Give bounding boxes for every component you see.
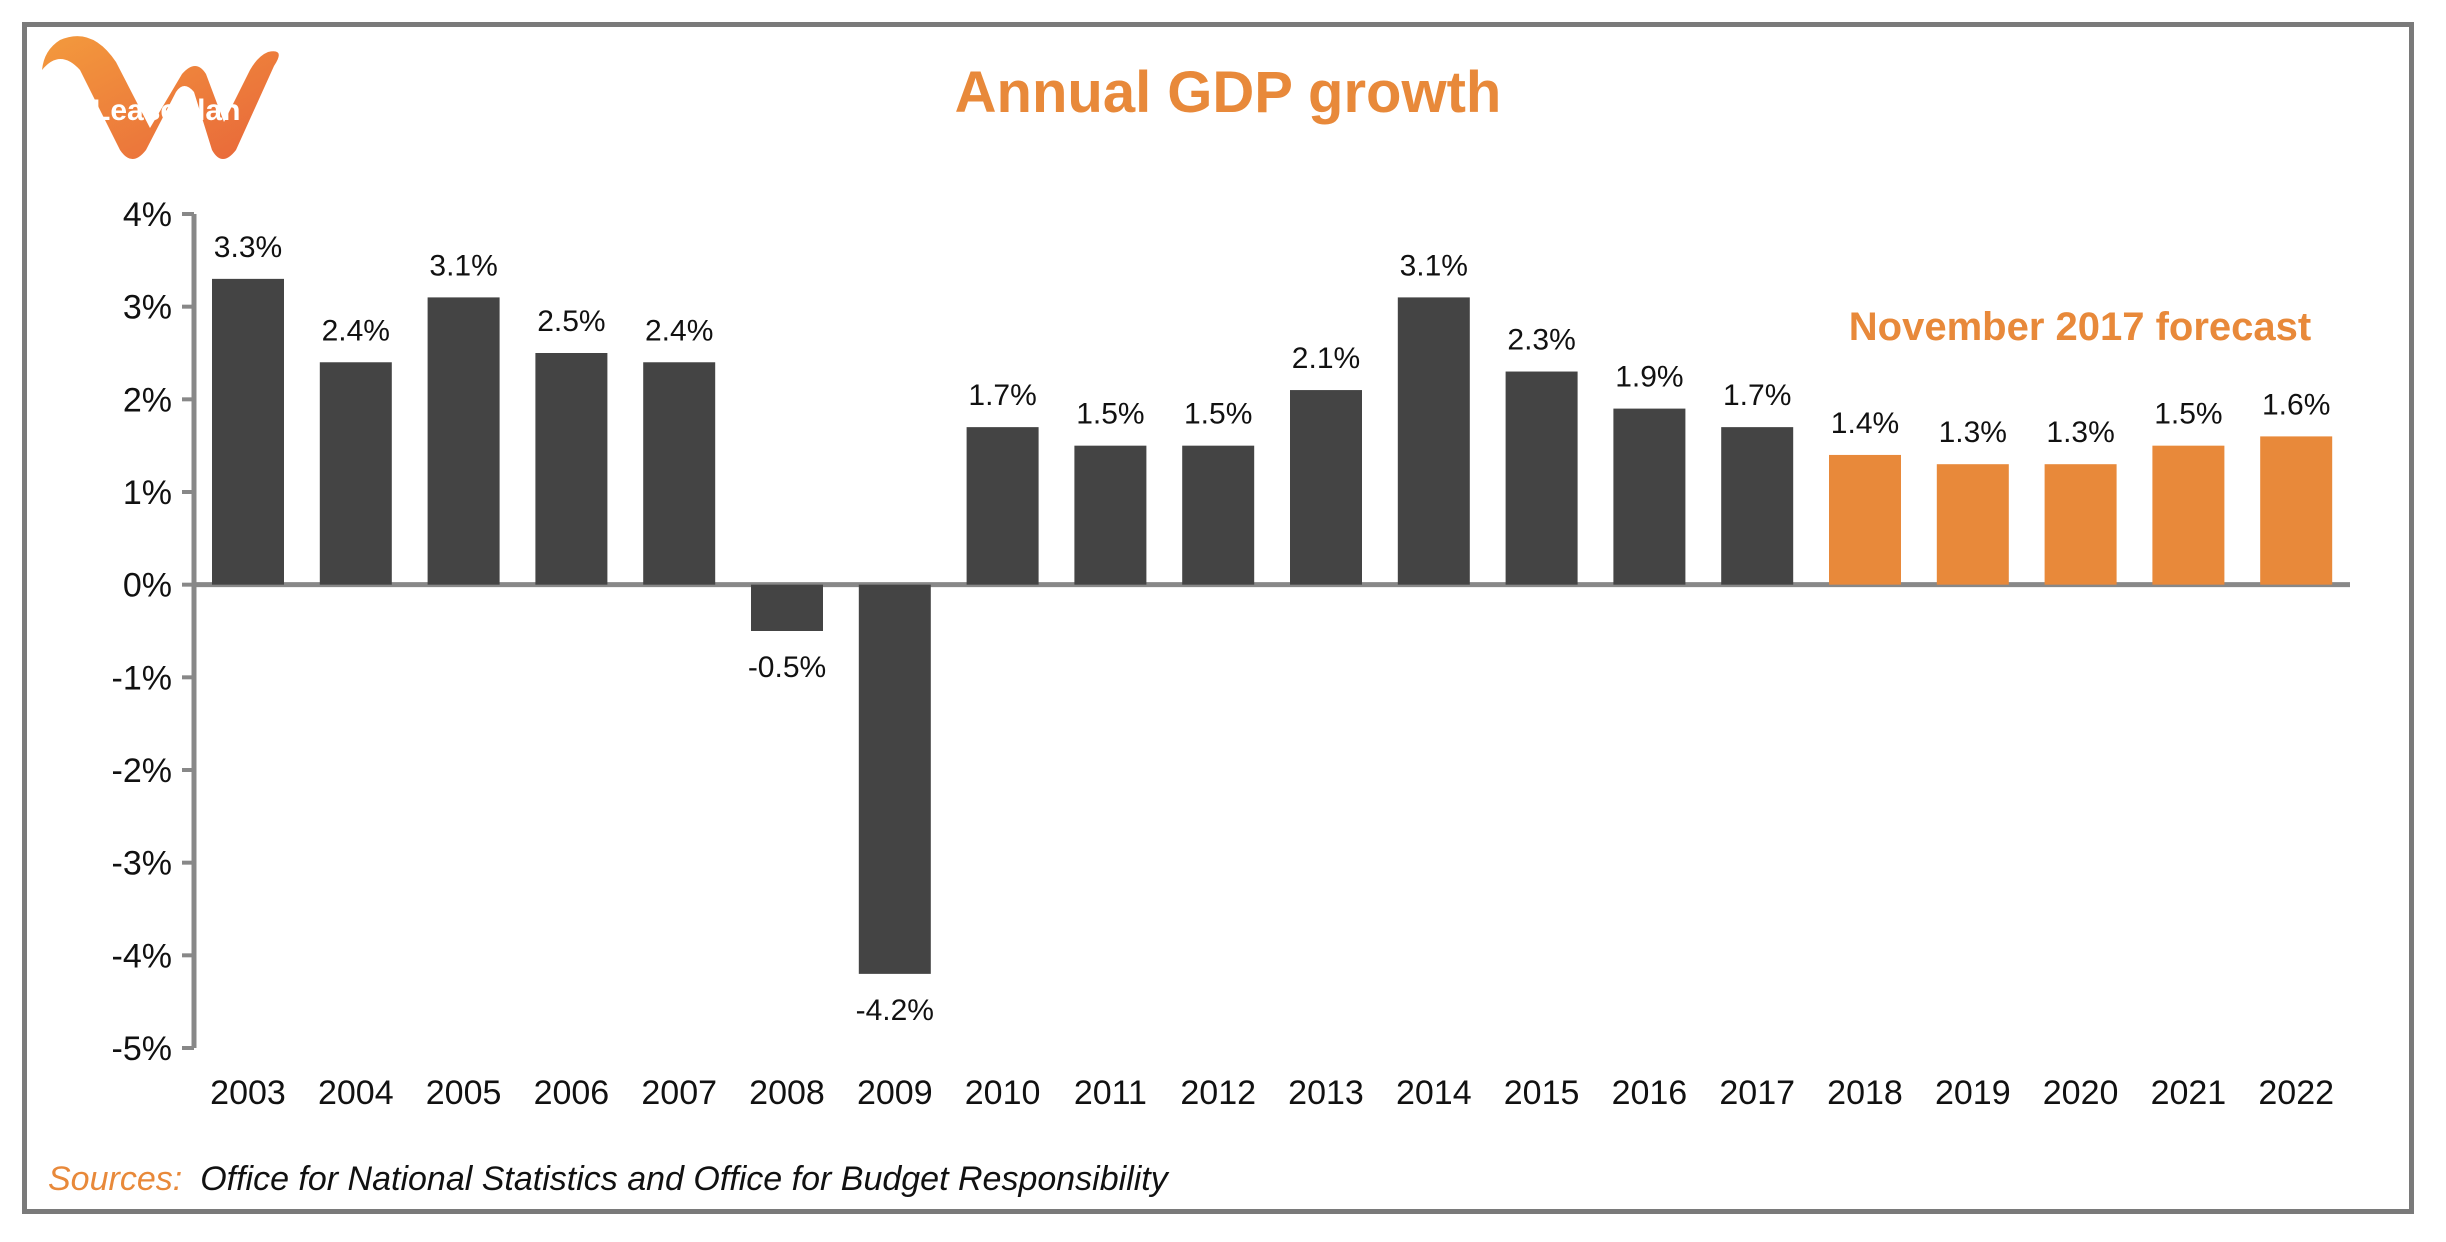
x-tick-label-2017: 2017: [1719, 1074, 1795, 1112]
value-label-2005: 3.1%: [429, 249, 497, 282]
logo-mark: [42, 36, 279, 159]
x-tick-label-2008: 2008: [749, 1074, 825, 1112]
value-label-2013: 2.1%: [1292, 342, 1360, 375]
value-label-2012: 1.5%: [1184, 398, 1252, 431]
bar-2003: [212, 278, 284, 585]
bar-2018: [1829, 454, 1901, 585]
value-label-2020: 1.3%: [2046, 416, 2114, 449]
x-tick-label-2018: 2018: [1827, 1074, 1903, 1112]
x-tick-label-2010: 2010: [965, 1074, 1041, 1112]
forecast-label: November 2017 forecast: [1849, 305, 2311, 349]
y-tick-labels: 4% 3% 2% 1% 0% -1% -2% -3% -4% -5%: [112, 196, 172, 1068]
y-tick-label: -2%: [112, 752, 172, 790]
sources-lead: Sources:: [48, 1160, 183, 1198]
x-tick-label-2020: 2020: [2043, 1074, 2119, 1112]
sources-text: Office for National Statistics and Offic…: [200, 1160, 1168, 1198]
x-tick-label-2004: 2004: [318, 1074, 394, 1112]
value-label-2008: -0.5%: [748, 651, 826, 684]
x-tick-label-2022: 2022: [2258, 1074, 2334, 1112]
y-tick-label: 4%: [123, 196, 172, 234]
value-labels: 3.3% 2.4% 3.1% 2.5% 2.4% -0.5% -4.2% 1.7% 1.5% 1.…: [214, 231, 2331, 1027]
sources-note: Sources: Office for National Statistics a…: [48, 1160, 1168, 1199]
x-tick-label-2006: 2006: [534, 1074, 610, 1112]
value-label-2006: 2.5%: [537, 305, 605, 338]
value-label-2004: 2.4%: [322, 314, 390, 347]
chart-title: Annual GDP growth: [955, 60, 1502, 125]
value-label-2021: 1.5%: [2154, 398, 2222, 431]
chart-frame: [22, 22, 2414, 1214]
value-label-2010: 1.7%: [968, 379, 1036, 412]
x-tick-label-2015: 2015: [1504, 1074, 1580, 1112]
value-label-2019: 1.3%: [1939, 416, 2007, 449]
bar-2010: [966, 427, 1039, 585]
bar-2006: [535, 353, 608, 585]
value-label-2003: 3.3%: [214, 231, 282, 264]
value-label-2015: 2.3%: [1507, 324, 1575, 357]
bar-2007: [643, 362, 716, 585]
bar-2013: [1290, 390, 1362, 585]
leaseplan-logo: LeasePlan: [42, 36, 279, 159]
value-label-2014: 3.1%: [1400, 249, 1468, 282]
x-tick-label-2016: 2016: [1612, 1074, 1688, 1112]
logo-text: LeasePlan: [92, 94, 240, 127]
bar-2004: [319, 362, 392, 585]
value-label-2022: 1.6%: [2262, 388, 2330, 421]
y-tick-label: -4%: [112, 937, 172, 975]
bar-2008: [751, 584, 823, 631]
y-tick-label: 0%: [123, 567, 172, 605]
bars: [212, 278, 2333, 974]
bar-2020: [2044, 464, 2117, 585]
x-tick-label-2005: 2005: [426, 1074, 502, 1112]
value-label-2017: 1.7%: [1723, 379, 1791, 412]
x-tick-label-2013: 2013: [1288, 1074, 1364, 1112]
x-tick-labels: 2003 2004 2005 2006 2007 2008 2009 2010 2011 2012…: [210, 1074, 2334, 1112]
y-tick-label: -1%: [112, 659, 172, 697]
x-tick-label-2003: 2003: [210, 1074, 286, 1112]
x-tick-label-2012: 2012: [1180, 1074, 1256, 1112]
value-label-2018: 1.4%: [1831, 407, 1899, 440]
x-tick-label-2021: 2021: [2151, 1074, 2227, 1112]
value-label-2009: -4.2%: [856, 994, 934, 1027]
bar-2019: [1936, 464, 2009, 585]
y-tick-label: 3%: [123, 289, 172, 327]
bar-2017: [1721, 427, 1794, 585]
x-tick-label-2019: 2019: [1935, 1074, 2011, 1112]
value-label-2011: 1.5%: [1076, 398, 1144, 431]
value-label-2007: 2.4%: [645, 314, 713, 347]
x-tick-label-2014: 2014: [1396, 1074, 1472, 1112]
y-tick-label: -5%: [112, 1030, 172, 1068]
value-label-2016: 1.9%: [1615, 361, 1683, 394]
bar-2011: [1074, 445, 1147, 585]
bar-2021: [2152, 445, 2225, 585]
y-tick-label: 1%: [123, 474, 172, 512]
y-tick-label: 2%: [123, 381, 172, 419]
bar-2012: [1182, 445, 1255, 585]
bar-2016: [1613, 408, 1686, 585]
bar-2005: [427, 297, 500, 585]
bar-2009: [858, 584, 931, 974]
y-tick-label: -3%: [112, 845, 172, 883]
bar-2014: [1397, 297, 1470, 585]
bar-2022: [2260, 436, 2333, 585]
bar-2015: [1505, 371, 1578, 585]
x-tick-label-2009: 2009: [857, 1074, 933, 1112]
x-tick-label-2011: 2011: [1074, 1074, 1147, 1112]
x-tick-label-2007: 2007: [641, 1074, 717, 1112]
